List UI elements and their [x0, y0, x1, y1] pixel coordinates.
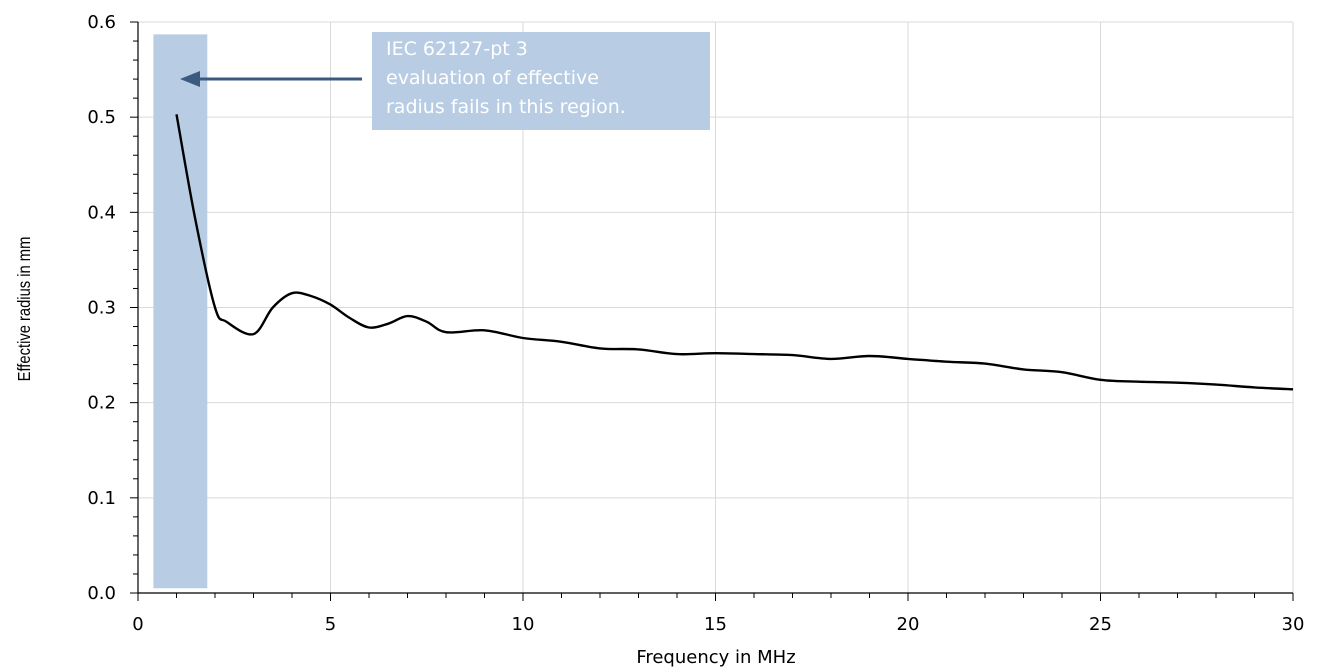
- annotation-arrow-head: [180, 71, 200, 87]
- series-lines: [175, 114, 1294, 391]
- y-tick-label-0.6: 0.6: [87, 12, 116, 33]
- grid-lines: [138, 21, 1294, 593]
- y-tick-label-0.5: 0.5: [87, 107, 116, 128]
- axes: [130, 21, 1294, 601]
- y-tick-label-0.2: 0.2: [87, 393, 116, 414]
- annotation-line-2: evaluation of effective: [386, 67, 599, 89]
- x-tick-label-30: 30: [1282, 614, 1305, 635]
- annotation-line-3: radius fails in this region.: [386, 96, 626, 118]
- y-tick-label-0.1: 0.1: [87, 488, 116, 509]
- x-tick-label-20: 20: [897, 614, 920, 635]
- x-tick-label-10: 10: [512, 614, 535, 635]
- y-tick-label-0.0: 0.0: [87, 583, 116, 604]
- annotation-box: [372, 32, 710, 130]
- y-axis-title: Effective radius in mm: [15, 237, 35, 382]
- x-tick-label-0: 0: [132, 614, 143, 635]
- x-tick-labels: 0 5 10 15 20 25 30: [132, 614, 1304, 635]
- series-line-0: [175, 114, 1294, 391]
- y-tick-label-0.4: 0.4: [87, 202, 116, 223]
- x-tick-label-15: 15: [704, 614, 727, 635]
- y-tick-labels: 0.0 0.1 0.2 0.3 0.4 0.5 0.6: [87, 12, 116, 604]
- x-axis-title: Frequency in MHz: [636, 647, 795, 668]
- annotation: IEC 62127-pt 3 evaluation of effective r…: [180, 32, 710, 130]
- y-tick-label-0.3: 0.3: [87, 298, 116, 319]
- shaded-region: [153, 34, 208, 589]
- x-tick-label-25: 25: [1089, 614, 1112, 635]
- annotation-line-1: IEC 62127-pt 3: [386, 38, 528, 60]
- x-tick-label-5: 5: [325, 614, 336, 635]
- shaded-region-rect: [153, 34, 208, 589]
